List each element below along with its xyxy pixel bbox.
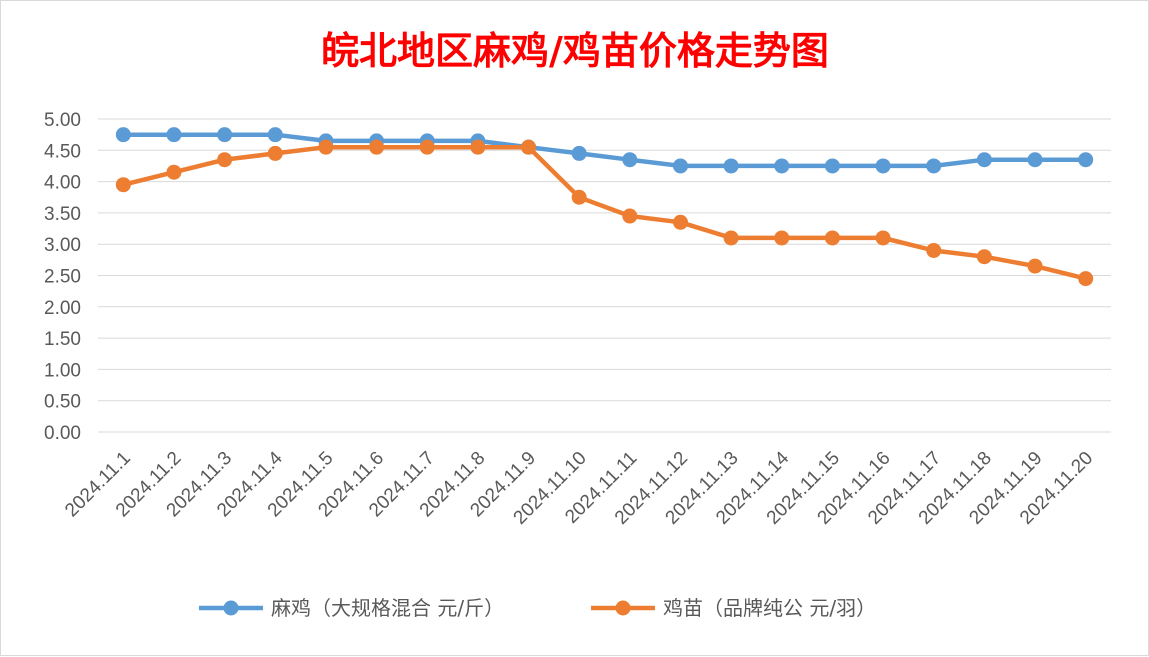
data-point-series-2 [521, 139, 537, 155]
x-axis-ticks: 2024.11.12024.11.22024.11.32024.11.42024… [61, 447, 1097, 528]
data-point-series-2 [824, 230, 840, 246]
y-tick-label: 0.50 [44, 392, 81, 413]
y-tick-label: 3.00 [44, 235, 81, 256]
data-point-series-2 [166, 164, 182, 180]
data-point-series-1 [571, 145, 587, 161]
data-point-series-1 [622, 152, 638, 168]
y-tick-label: 5.00 [44, 110, 81, 131]
data-point-series-1 [976, 152, 992, 168]
legend-label-series-1: 麻鸡（大规格混合 元/斤） [271, 596, 504, 620]
data-point-series-1 [217, 127, 233, 143]
data-point-series-2 [926, 242, 942, 258]
data-point-series-2 [672, 214, 688, 230]
gridlines [98, 118, 1111, 433]
data-point-series-1 [267, 127, 283, 143]
series-line-2 [121, 144, 1088, 281]
y-axis-ticks: 0.00 0.50 1.00 1.50 2.00 2.50 3.00 3.50 4.00 4.50… [44, 110, 81, 444]
data-point-series-2 [470, 139, 486, 155]
data-point-series-2 [318, 139, 334, 155]
legend: 麻鸡（大规格混合 元/斤） 鸡苗（品牌纯公 元/羽） [199, 596, 876, 620]
data-point-series-1 [824, 158, 840, 174]
data-point-series-2 [875, 230, 891, 246]
data-point-series-2 [267, 145, 283, 161]
data-point-series-1 [723, 158, 739, 174]
series-layer [115, 127, 1094, 287]
data-point-series-1 [774, 158, 790, 174]
legend-label-series-2: 鸡苗（品牌纯公 元/羽） [663, 596, 876, 620]
y-tick-label: 2.50 [44, 267, 81, 288]
data-point-series-1 [1078, 152, 1094, 168]
legend-swatch-marker [615, 600, 631, 616]
data-point-series-2 [1027, 258, 1043, 274]
data-point-series-2 [622, 208, 638, 224]
chart-title: 皖北地区麻鸡/鸡苗价格走势图 [321, 28, 829, 73]
data-point-series-2 [419, 139, 435, 155]
data-point-series-2 [723, 230, 739, 246]
legend-swatch-marker [223, 600, 239, 616]
y-tick-label: 0.00 [44, 423, 81, 444]
data-point-series-1 [875, 158, 891, 174]
y-tick-label: 2.00 [44, 298, 81, 319]
data-point-series-1 [166, 127, 182, 143]
data-point-series-2 [774, 230, 790, 246]
y-tick-label: 4.50 [44, 141, 81, 162]
data-point-series-2 [115, 177, 131, 193]
series-line-1 [121, 132, 1088, 169]
y-tick-label: 1.50 [44, 329, 81, 350]
data-point-series-1 [115, 127, 131, 143]
data-point-series-2 [1078, 271, 1094, 287]
y-tick-label: 4.00 [44, 173, 81, 194]
y-tick-label: 3.50 [44, 204, 81, 225]
data-point-series-2 [571, 189, 587, 205]
data-point-series-2 [369, 139, 385, 155]
y-tick-label: 1.00 [44, 360, 81, 381]
data-point-series-2 [217, 152, 233, 168]
data-point-series-2 [976, 249, 992, 265]
data-point-series-1 [1027, 152, 1043, 168]
data-point-series-1 [672, 158, 688, 174]
data-point-series-1 [926, 158, 942, 174]
